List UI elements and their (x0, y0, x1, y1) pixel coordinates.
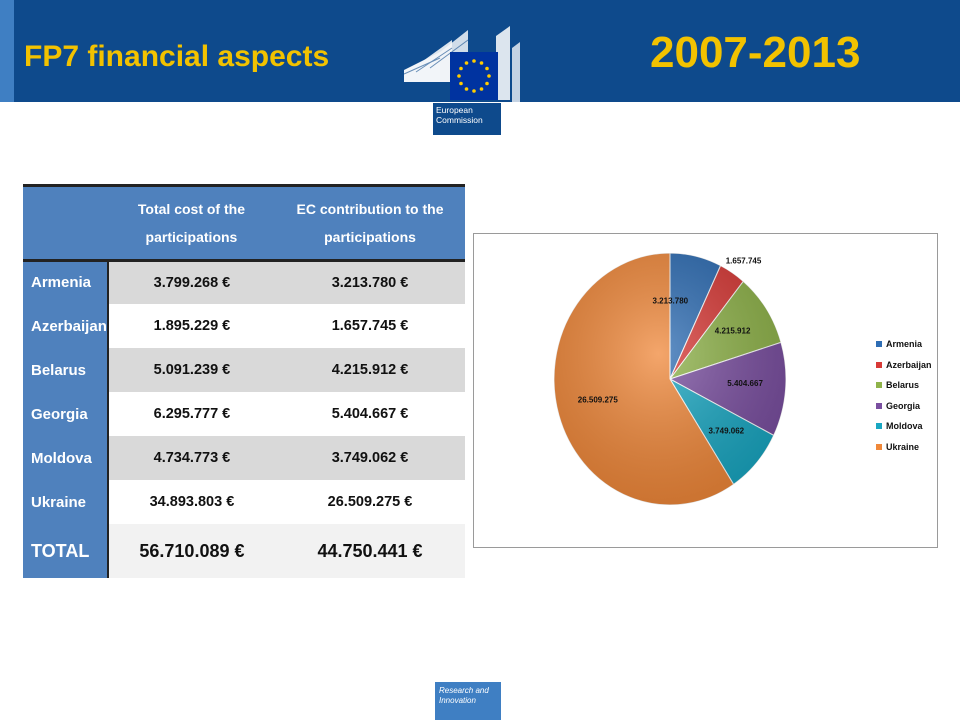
eu-stars (457, 59, 491, 93)
total-cost-cell: 4.734.773 € (107, 436, 276, 480)
pie-data-label: 5.404.667 (727, 379, 763, 388)
eu-star-icon (472, 89, 476, 93)
legend-swatch (876, 443, 882, 450)
logo-text-european: European (436, 105, 473, 115)
pie-data-label: 4.215.912 (715, 326, 751, 335)
logo-label: European Commission (433, 103, 501, 135)
table-header-row: Total cost of the participations EC cont… (23, 187, 465, 262)
eu-star-icon (479, 87, 484, 91)
legend-swatch (876, 382, 882, 389)
legend-item-moldova: Moldova (876, 416, 932, 437)
ec-contribution-sum-cell: 44.750.441 € (275, 524, 465, 578)
legend-swatch (876, 341, 882, 348)
pie-data-label: 3.213.780 (653, 297, 689, 306)
total-cost-cell: 5.091.239 € (107, 348, 276, 392)
legend-item-azerbaijan: Azerbaijan (876, 355, 932, 376)
pie-data-label: 26.509.275 (578, 395, 619, 404)
total-cost-cell: 34.893.803 € (149, 494, 235, 510)
header-cell-corner (23, 187, 108, 262)
legend-item-armenia: Armenia (876, 334, 932, 355)
table-row: Azerbaijan 1.895.229 € 1.657.745 € (23, 304, 465, 348)
eu-star-icon (487, 74, 491, 78)
eu-star-icon (485, 66, 489, 71)
legend-label: Armenia (886, 339, 923, 350)
eu-star-icon (464, 87, 469, 91)
table-row: Georgia 6.295.777 € 5.404.667 € (23, 392, 465, 436)
country-cell: Belarus (23, 348, 109, 392)
ec-contribution-cell: 26.509.275 € (327, 494, 413, 510)
pie-chart: 3.213.780 1.657.745 4.215.912 5.404.667 3.74… (553, 252, 787, 506)
total-cost-cell: 1.895.229 € (153, 318, 231, 334)
financial-table: Total cost of the participations EC cont… (23, 184, 465, 578)
badge-text-line1: Research and (439, 686, 489, 695)
legend-swatch (876, 361, 882, 368)
page-title: FP7 financial aspects (24, 40, 330, 73)
legend-swatch (876, 423, 882, 430)
pie-chart-frame: 3.213.780 1.657.745 4.215.912 5.404.667 3.74… (473, 233, 938, 548)
eu-star-icon (459, 81, 463, 86)
country-cell: Azerbaijan (23, 304, 109, 348)
chart-legend: Armenia Azerbaijan Belarus Georgia Moldova Uk… (876, 334, 932, 457)
country-cell: Moldova (23, 436, 109, 480)
ec-contribution-cell: 3.749.062 € (275, 436, 465, 480)
eu-star-icon (472, 59, 476, 63)
legend-item-belarus: Belarus (876, 375, 932, 396)
table-row: Ukraine 34.893.803 € 26.509.275 € (23, 480, 465, 524)
period-title: 2007-2013 (650, 28, 861, 77)
country-cell: Armenia (23, 260, 109, 304)
eu-star-icon (485, 81, 489, 86)
eu-star-icon (464, 61, 469, 65)
legend-swatch (876, 402, 882, 409)
eu-star-icon (457, 74, 461, 78)
legend-label: Belarus (886, 380, 920, 391)
legend-label: Azerbaijan (886, 359, 932, 370)
country-cell: Ukraine (23, 480, 109, 524)
header-cell-ec-contribution: EC contribution to the participations (275, 187, 465, 262)
ec-contribution-cell: 3.213.780 € (275, 260, 465, 304)
header-cell-total-cost: Total cost of the participations (107, 187, 276, 262)
total-cost-cell: 3.799.268 € (107, 260, 276, 304)
legend-item-ukraine: Ukraine (876, 437, 932, 458)
ec-contribution-cell: 4.215.912 € (275, 348, 465, 392)
total-cost-sum-cell: 56.710.089 € (107, 524, 276, 578)
logo-text-commission: Commission (436, 115, 483, 125)
legend-label: Georgia (886, 400, 921, 411)
country-cell: Georgia (23, 392, 109, 436)
research-innovation-badge: Research and Innovation (435, 682, 501, 720)
table-row: Belarus 5.091.239 € 4.215.912 € (23, 348, 465, 392)
legend-item-georgia: Georgia (876, 396, 932, 417)
badge-text-line2: Innovation (439, 696, 476, 705)
header-accent-strip (0, 0, 14, 102)
eu-star-icon (459, 66, 463, 71)
legend-label: Moldova (886, 421, 923, 432)
pie-data-label: 1.657.745 (726, 256, 762, 265)
pie-data-label: 3.749.062 (709, 426, 745, 435)
total-cost-cell: 6.295.777 € (153, 406, 231, 422)
table-row: Armenia 3.799.268 € 3.213.780 € (23, 260, 465, 304)
european-commission-logo (400, 22, 520, 134)
table-total-row: TOTAL 56.710.089 € 44.750.441 € (23, 524, 465, 578)
legend-label: Ukraine (886, 441, 920, 452)
total-label-cell: TOTAL (23, 524, 109, 578)
ec-contribution-cell: 1.657.745 € (331, 318, 409, 334)
ec-contribution-cell: 5.404.667 € (331, 406, 409, 422)
table-row: Moldova 4.734.773 € 3.749.062 € (23, 436, 465, 480)
eu-star-icon (479, 61, 484, 65)
